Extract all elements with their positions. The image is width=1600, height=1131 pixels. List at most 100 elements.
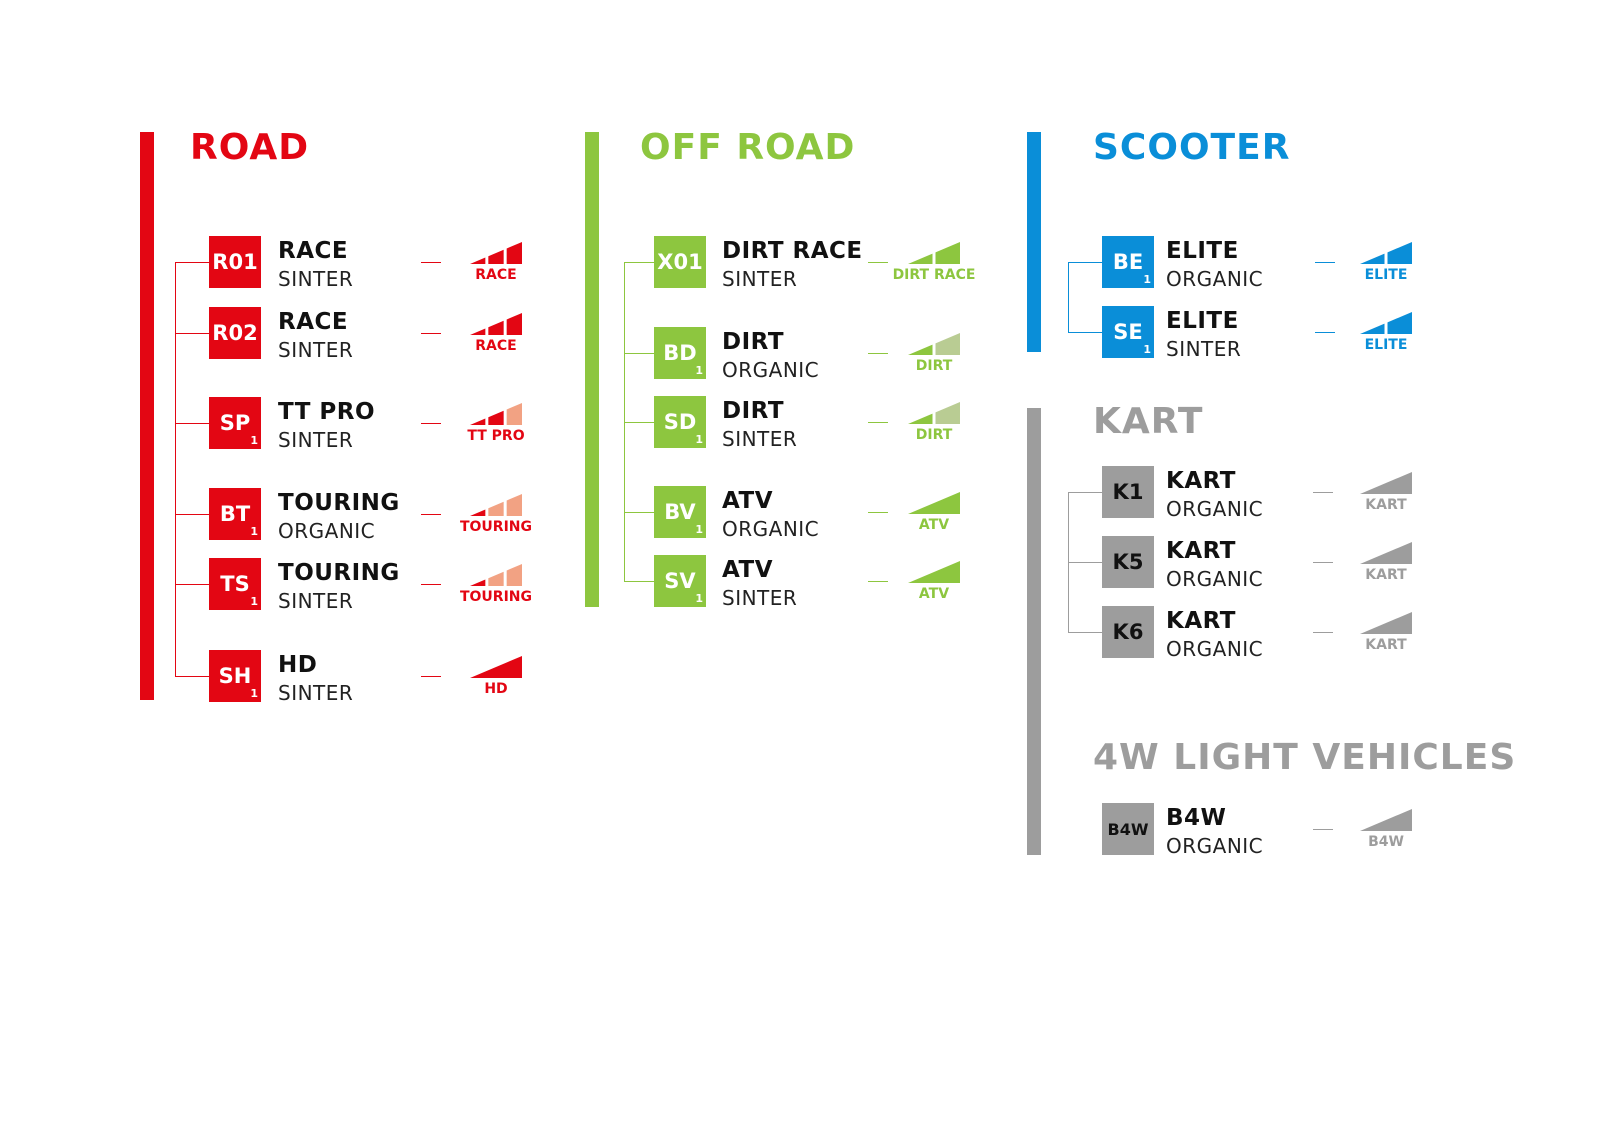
road-tree-line [175, 262, 210, 676]
performance-level-label: DIRT [915, 358, 953, 374]
level-segment-filled [908, 492, 960, 514]
performance-level-label: TOURING [459, 519, 533, 535]
connector-dash [421, 584, 441, 585]
performance-level-label: KART [1365, 637, 1407, 653]
product-material: ORGANIC [1166, 834, 1264, 858]
product-material: SINTER [278, 267, 354, 291]
level-segment-filled [908, 344, 933, 355]
road-section-title: ROAD [190, 127, 310, 168]
product-code: K6 [1112, 620, 1144, 644]
light4w-section-title: 4W LIGHT VEHICLES [1093, 737, 1517, 778]
product-code: SV [664, 569, 696, 593]
product-name: DIRT [722, 329, 785, 355]
product-material: SINTER [722, 427, 798, 451]
offroad-tree-branch [624, 422, 654, 423]
offroad-section-bar [585, 132, 599, 607]
level-segment-filled [1360, 809, 1412, 831]
performance-level-icon [908, 492, 960, 514]
product-name: TT PRO [278, 399, 376, 425]
product-code-subscript: 1 [250, 525, 258, 538]
product-code-subscript: 1 [695, 433, 703, 446]
connector-dash [421, 676, 441, 677]
level-segment-filled [506, 242, 522, 264]
kart-section-bar [1027, 408, 1041, 855]
road-section-bar [140, 132, 154, 700]
product-code: R02 [212, 321, 258, 345]
product-code: SP [219, 411, 251, 435]
kart-tree-branch [1068, 562, 1102, 563]
product-name: RACE [278, 309, 349, 335]
connector-dash [421, 262, 441, 263]
product-material: SINTER [278, 589, 354, 613]
product-code: BV [664, 500, 696, 524]
product-material: SINTER [278, 681, 354, 705]
product-name: HD [278, 652, 318, 678]
product-name: KART [1166, 468, 1236, 494]
level-segment-filled [488, 320, 504, 335]
level-segment-filled [470, 509, 486, 516]
product-material: ORGANIC [1166, 267, 1264, 291]
product-name: ATV [722, 557, 774, 583]
road-tree-branch [175, 333, 209, 334]
product-code-subscript: 1 [250, 434, 258, 447]
product-name: TOURING [278, 490, 400, 516]
product-code-badge: SV 1 [654, 555, 706, 607]
road-tree-branch [175, 262, 209, 263]
connector-dash [868, 262, 888, 263]
product-name: ELITE [1166, 238, 1239, 264]
product-code-badge: X01 [654, 236, 706, 288]
product-name: RACE [278, 238, 349, 264]
performance-level-icon [470, 494, 522, 516]
product-code: SD [663, 410, 697, 434]
product-code: X01 [657, 250, 703, 274]
performance-level-label: HD [484, 681, 508, 697]
connector-dash [421, 514, 441, 515]
level-segment-filled [470, 656, 522, 678]
kart-tree-branch [1068, 492, 1102, 493]
product-name: DIRT RACE [722, 238, 863, 264]
product-code: R01 [212, 250, 258, 274]
road-tree-branch [175, 584, 209, 585]
level-segment-filled [1360, 542, 1412, 564]
level-segment-empty [488, 501, 504, 516]
connector-dash [1313, 829, 1333, 830]
product-name: KART [1166, 608, 1236, 634]
level-segment-filled [470, 257, 486, 264]
performance-level-label: TT PRO [467, 428, 525, 444]
product-code-subscript: 1 [695, 523, 703, 536]
performance-level-label: ATV [918, 517, 950, 533]
product-name: TOURING [278, 560, 400, 586]
product-code-badge: SP 1 [209, 397, 261, 449]
performance-level-label: ELITE [1364, 337, 1408, 353]
offroad-tree-line [624, 262, 659, 581]
performance-level-icon [470, 656, 522, 678]
product-material: ORGANIC [1166, 497, 1264, 521]
road-tree-branch [175, 676, 209, 677]
connector-dash [868, 422, 888, 423]
offroad-tree-branch [624, 262, 654, 263]
level-segment-filled [1360, 472, 1412, 494]
performance-level-icon [470, 403, 522, 425]
product-code: TS [220, 572, 250, 596]
product-code-badge: R01 [209, 236, 261, 288]
product-code-subscript: 1 [695, 592, 703, 605]
performance-level-label: ATV [918, 586, 950, 602]
level-segment-filled [488, 410, 504, 425]
product-material: ORGANIC [1166, 637, 1264, 661]
product-code-badge: R02 [209, 307, 261, 359]
performance-level-icon [908, 402, 960, 424]
performance-level-icon [1360, 612, 1412, 634]
performance-level-label: RACE [475, 267, 517, 283]
product-material: SINTER [1166, 337, 1242, 361]
scooter-tree-branch [1068, 262, 1102, 263]
scooter-tree-branch [1068, 332, 1102, 333]
product-material: SINTER [722, 267, 798, 291]
scooter-section-bar [1027, 132, 1041, 352]
product-code-badge: K6 [1102, 606, 1154, 658]
road-tree-branch [175, 423, 209, 424]
connector-dash [1315, 262, 1335, 263]
scooter-tree-line [1068, 262, 1103, 332]
road-tree-branch [175, 514, 209, 515]
connector-dash [1315, 332, 1335, 333]
product-code-badge: B4W [1102, 803, 1154, 855]
